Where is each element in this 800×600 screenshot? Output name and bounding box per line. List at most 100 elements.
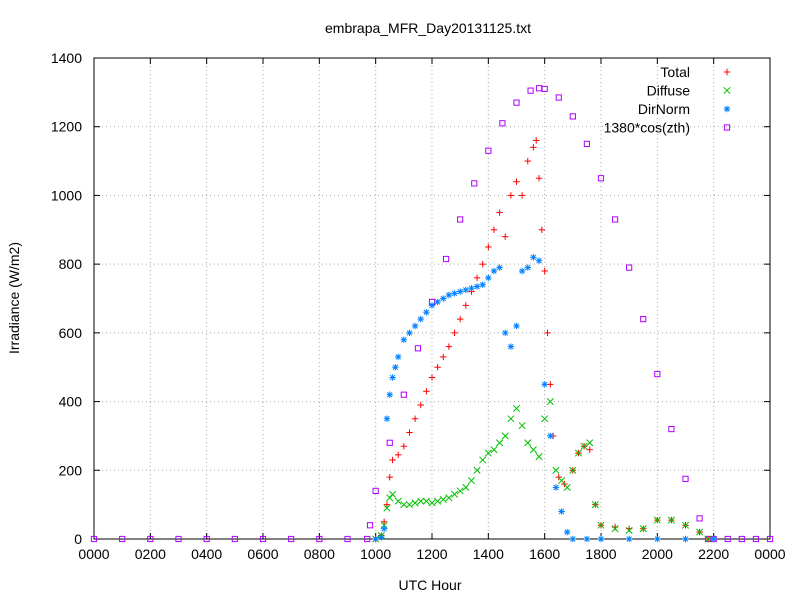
data-point [411, 499, 419, 507]
data-point [471, 180, 478, 187]
data-point [366, 522, 374, 529]
data-point [175, 535, 182, 543]
data-point [535, 175, 543, 182]
data-point [428, 499, 436, 507]
data-point [535, 257, 543, 264]
x-tick-label: 2200 [698, 546, 729, 562]
x-tick-label: 1600 [529, 546, 560, 562]
data-point [490, 267, 498, 275]
data-point [490, 446, 498, 454]
data-point [380, 521, 388, 529]
data-point [386, 439, 393, 446]
data-point [394, 497, 402, 505]
legend-label: DirNorm [638, 101, 690, 117]
data-point [395, 451, 402, 459]
data-point [502, 233, 509, 240]
data-point [462, 302, 469, 309]
y-tick-label: 1400 [51, 50, 82, 66]
data-point [611, 525, 619, 533]
data-point [653, 516, 661, 524]
data-point [513, 178, 520, 185]
data-point [513, 322, 520, 330]
legend-label: 1380*cos(zth) [604, 120, 690, 136]
data-point [400, 336, 408, 343]
data-point [507, 343, 515, 350]
data-point [586, 446, 593, 453]
data-point [389, 490, 397, 498]
data-point [411, 322, 419, 330]
data-point [569, 466, 577, 474]
data-point [485, 274, 492, 282]
data-point [440, 295, 447, 302]
data-point [372, 535, 379, 543]
data-point [400, 501, 408, 509]
data-point [496, 264, 503, 271]
data-point [597, 535, 605, 543]
data-point [499, 120, 506, 127]
data-point [386, 391, 393, 398]
data-point [90, 535, 98, 543]
data-point [383, 504, 391, 512]
data-point [422, 497, 430, 505]
data-point [507, 192, 515, 199]
data-point [417, 497, 425, 505]
data-point [507, 415, 515, 423]
data-point [203, 535, 210, 543]
legend-marker [723, 68, 731, 76]
series-2-points [372, 398, 712, 543]
legend-marker [723, 105, 731, 113]
data-point [667, 516, 675, 524]
data-point [380, 525, 388, 532]
data-point [501, 432, 509, 440]
data-layer [90, 85, 774, 543]
data-point [406, 329, 413, 337]
data-point [547, 432, 554, 440]
data-point [752, 535, 760, 543]
data-point [583, 140, 591, 147]
y-tick-label: 400 [59, 394, 83, 410]
y-tick-label: 600 [59, 325, 83, 341]
data-point [527, 87, 534, 94]
data-point [766, 535, 774, 543]
data-point [682, 475, 689, 482]
data-point [450, 490, 459, 498]
data-point [372, 487, 379, 494]
data-point [541, 415, 549, 423]
tick-layer: 0000 0200 0400 0600 0800 1000 1200 1400 1600 1800… [51, 50, 786, 562]
data-point [530, 144, 537, 151]
data-point [558, 477, 566, 485]
data-point [400, 443, 408, 450]
data-point [654, 370, 661, 378]
data-point [524, 157, 531, 165]
data-point [147, 535, 154, 543]
data-point [364, 535, 371, 543]
data-point [406, 429, 413, 436]
data-point [738, 535, 745, 543]
data-point [445, 291, 453, 299]
data-point [564, 528, 571, 536]
data-point [640, 316, 647, 323]
data-point [626, 264, 633, 271]
data-point [451, 290, 458, 297]
series-1-points [372, 137, 712, 543]
data-point [597, 175, 605, 182]
data-point [344, 535, 351, 543]
legend: Total Diffuse DirNorm 1380*cos(zth) [604, 64, 731, 136]
data-point [541, 267, 548, 275]
data-point [473, 274, 481, 282]
data-point [445, 494, 453, 502]
data-point [411, 415, 419, 422]
data-point [378, 534, 385, 541]
data-point [580, 442, 588, 450]
data-point [513, 99, 520, 106]
data-point [456, 487, 464, 495]
data-point [724, 535, 731, 543]
data-point [400, 391, 407, 398]
data-point [440, 353, 447, 361]
data-point [442, 255, 450, 263]
data-point [496, 209, 503, 216]
data-point [316, 535, 323, 543]
data-point [512, 404, 521, 412]
y-tick-label: 800 [59, 256, 83, 272]
